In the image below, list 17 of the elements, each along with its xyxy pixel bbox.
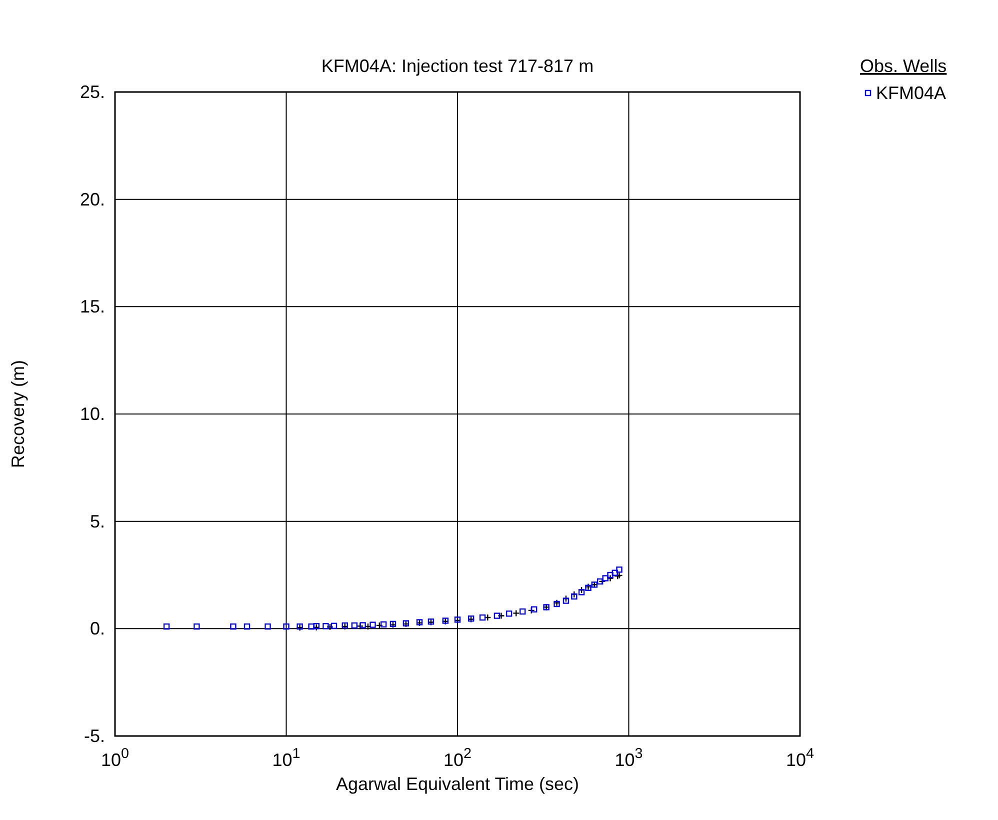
y-tick-label: 10.: [80, 404, 105, 424]
chart-title: KFM04A: Injection test 717-817 m: [321, 56, 594, 76]
y-tick-label: 15.: [80, 296, 105, 317]
x-tick-label: 10$^{0}$: [100, 746, 130, 770]
x-tick-label: 10$^{4}$: [786, 746, 814, 770]
x-axis-title: Agarwal Equivalent Time (sec): [336, 774, 580, 794]
legend-title: Obs. Wells: [860, 56, 947, 76]
y-tick-label: 5.: [90, 511, 105, 532]
x-tick-label: 10$^{2}$: [443, 746, 472, 770]
y-tick-label: -5.: [84, 726, 105, 746]
y-tick-label: 0.: [90, 618, 105, 639]
y-axis-title: Recovery (m): [8, 360, 28, 468]
x-tick-label: 10$^{3}$: [614, 746, 643, 770]
legend-label: KFM04A: [876, 83, 946, 103]
x-tick-label: 10$^{1}$: [272, 746, 300, 770]
y-tick-label: 25.: [80, 82, 105, 102]
y-tick-label: 20.: [80, 189, 105, 210]
